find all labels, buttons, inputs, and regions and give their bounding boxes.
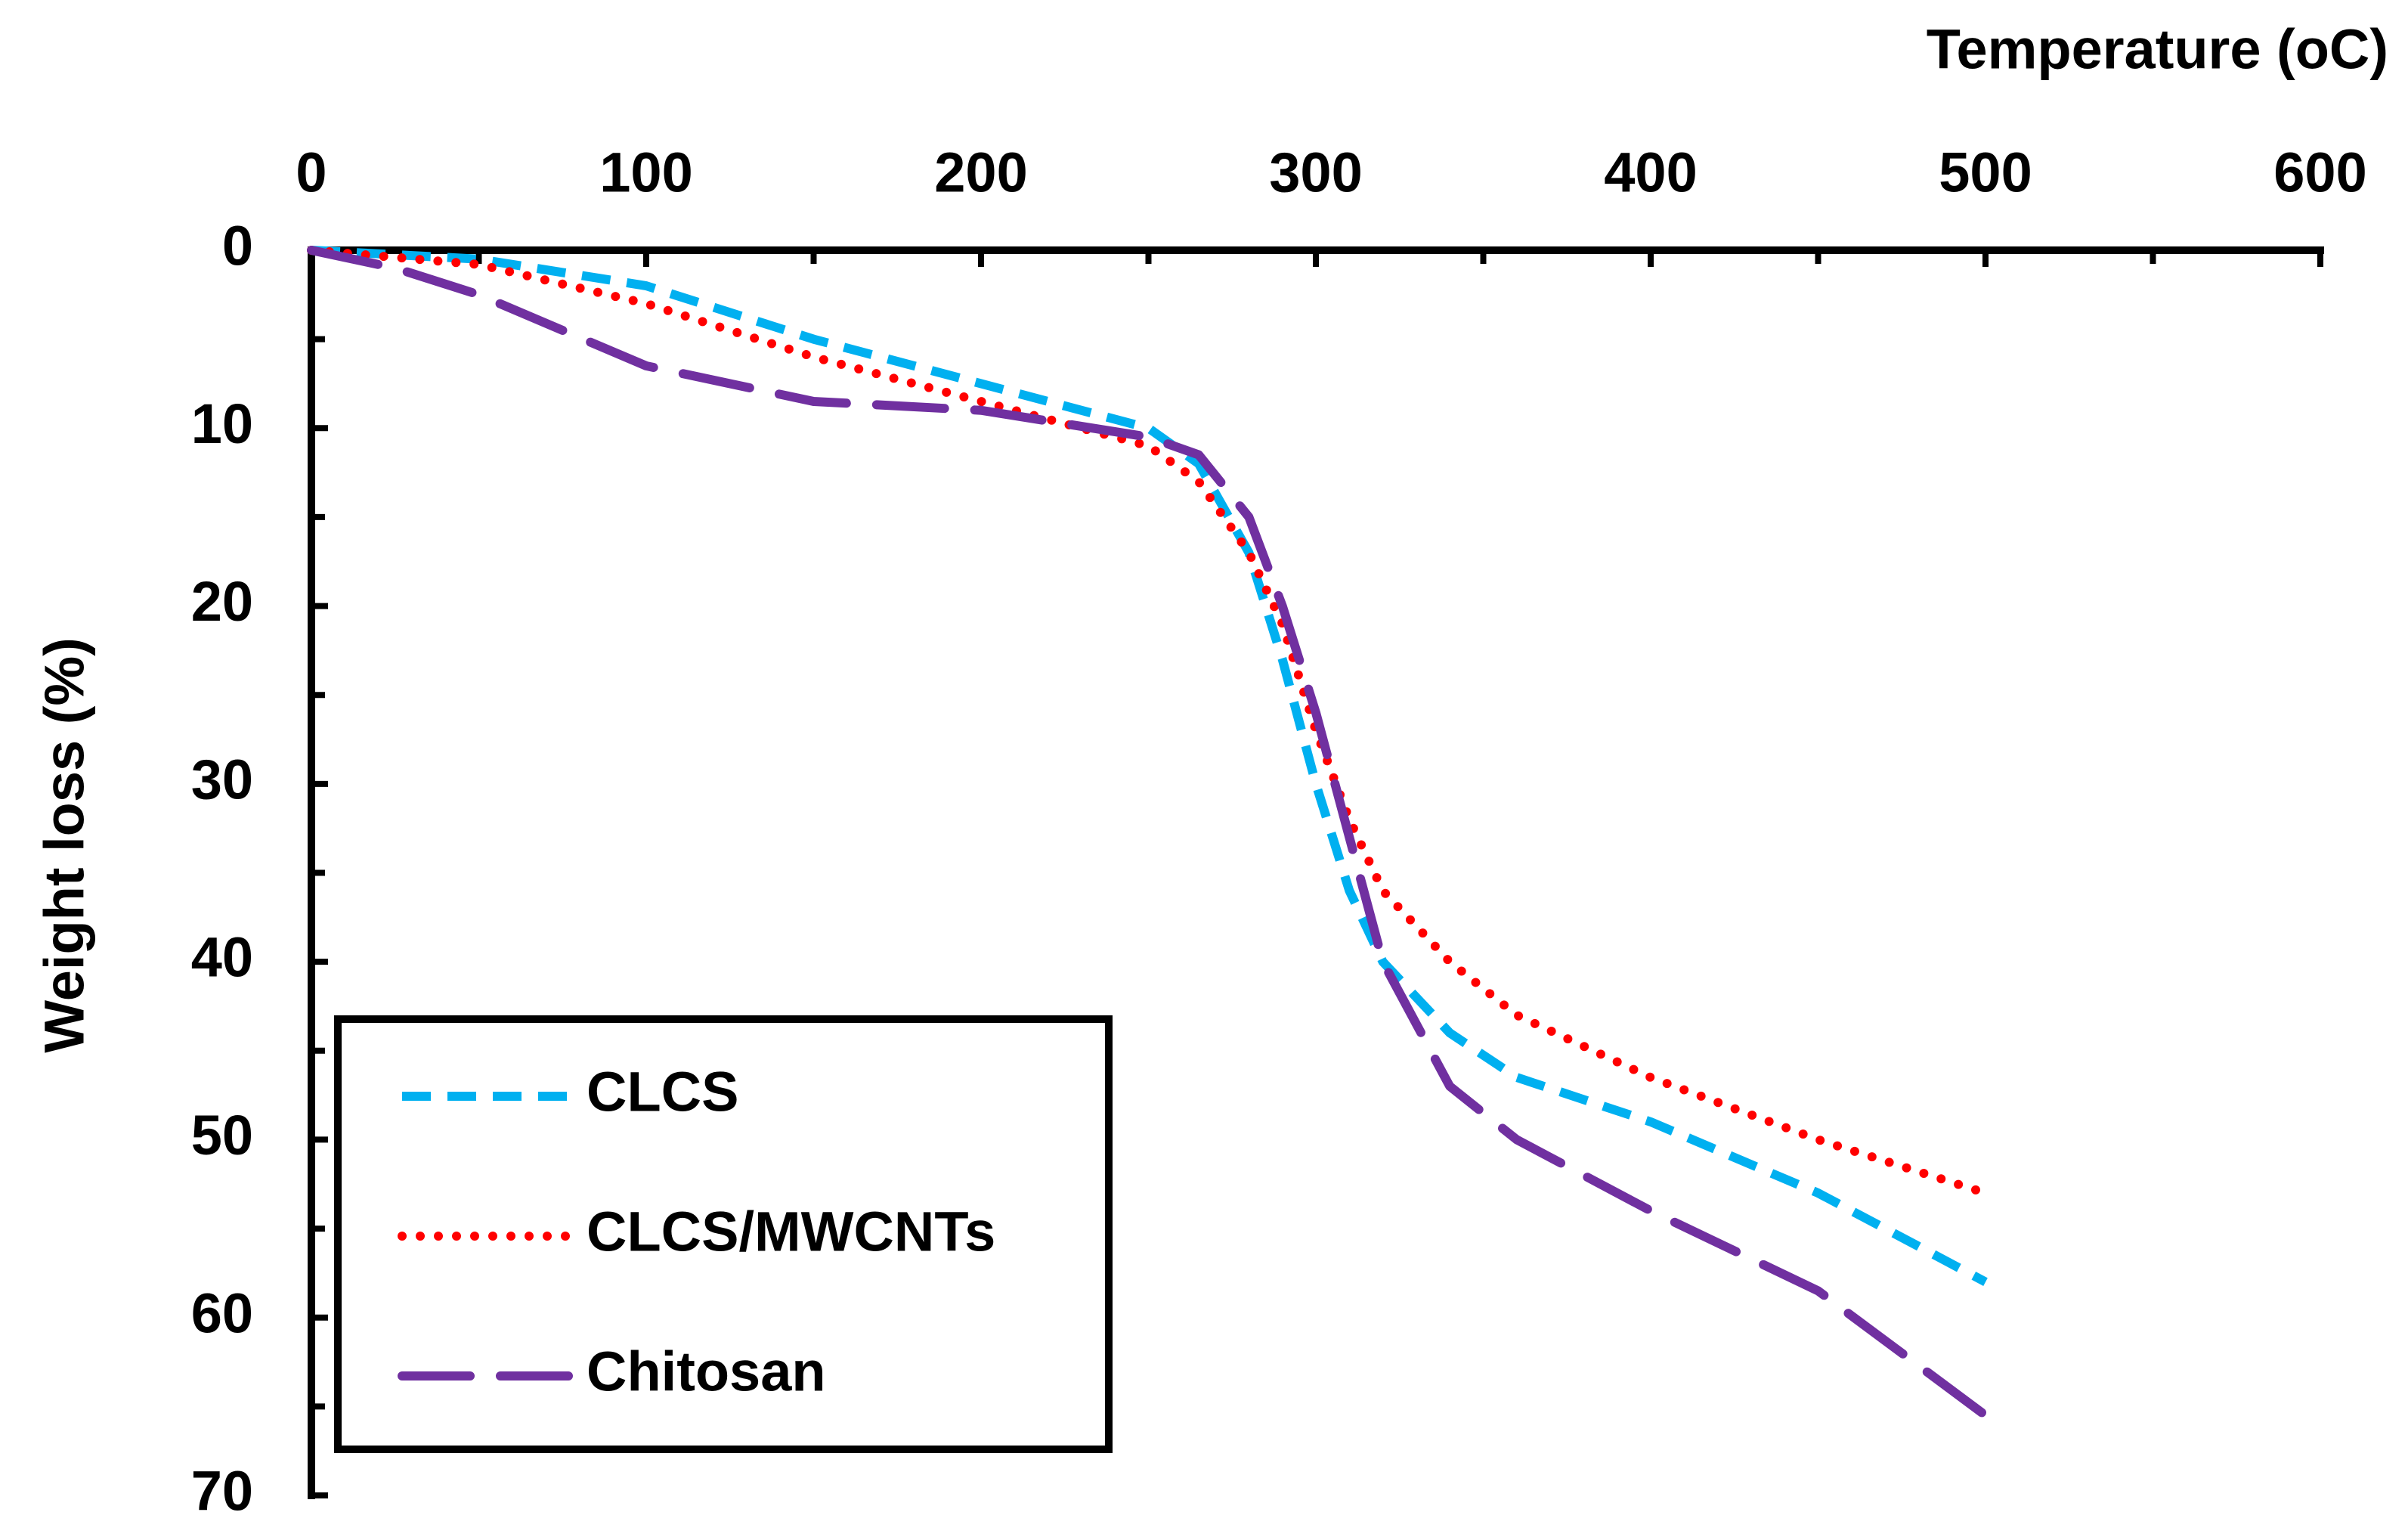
x-tick-label: 600	[2273, 141, 2366, 204]
y-tick-label: 30	[191, 748, 253, 810]
y-tick-label: 60	[191, 1281, 253, 1344]
x-tick-label: 0	[296, 141, 327, 204]
series-line	[311, 246, 1988, 1286]
y-tick-label: 40	[191, 926, 253, 989]
x-axis-title: Temperature (oC)	[1927, 18, 2388, 81]
legend-label: CLCS	[587, 1061, 738, 1123]
y-tick-label: 10	[191, 392, 253, 455]
series-line	[307, 246, 1990, 1198]
x-tick-label: 100	[599, 141, 692, 204]
y-axis-title: Weight loss (%)	[33, 637, 96, 1053]
x-tick-label: 300	[1269, 141, 1362, 204]
legend-label: CLCS/MWCNTs	[587, 1201, 995, 1263]
series-line	[307, 246, 1990, 1421]
y-tick-label: 70	[191, 1460, 253, 1523]
x-tick-label: 500	[1939, 141, 2032, 204]
x-tick-label: 400	[1604, 141, 1697, 204]
y-tick-label: 20	[191, 570, 253, 633]
legend: CLCS CLCS/MWCNTs Chitosan	[334, 1015, 1113, 1453]
x-tick-label: 200	[934, 141, 1027, 204]
y-tick-label: 0	[222, 215, 253, 277]
y-tick-label: 50	[191, 1104, 253, 1167]
legend-label: Chitosan	[587, 1340, 826, 1403]
